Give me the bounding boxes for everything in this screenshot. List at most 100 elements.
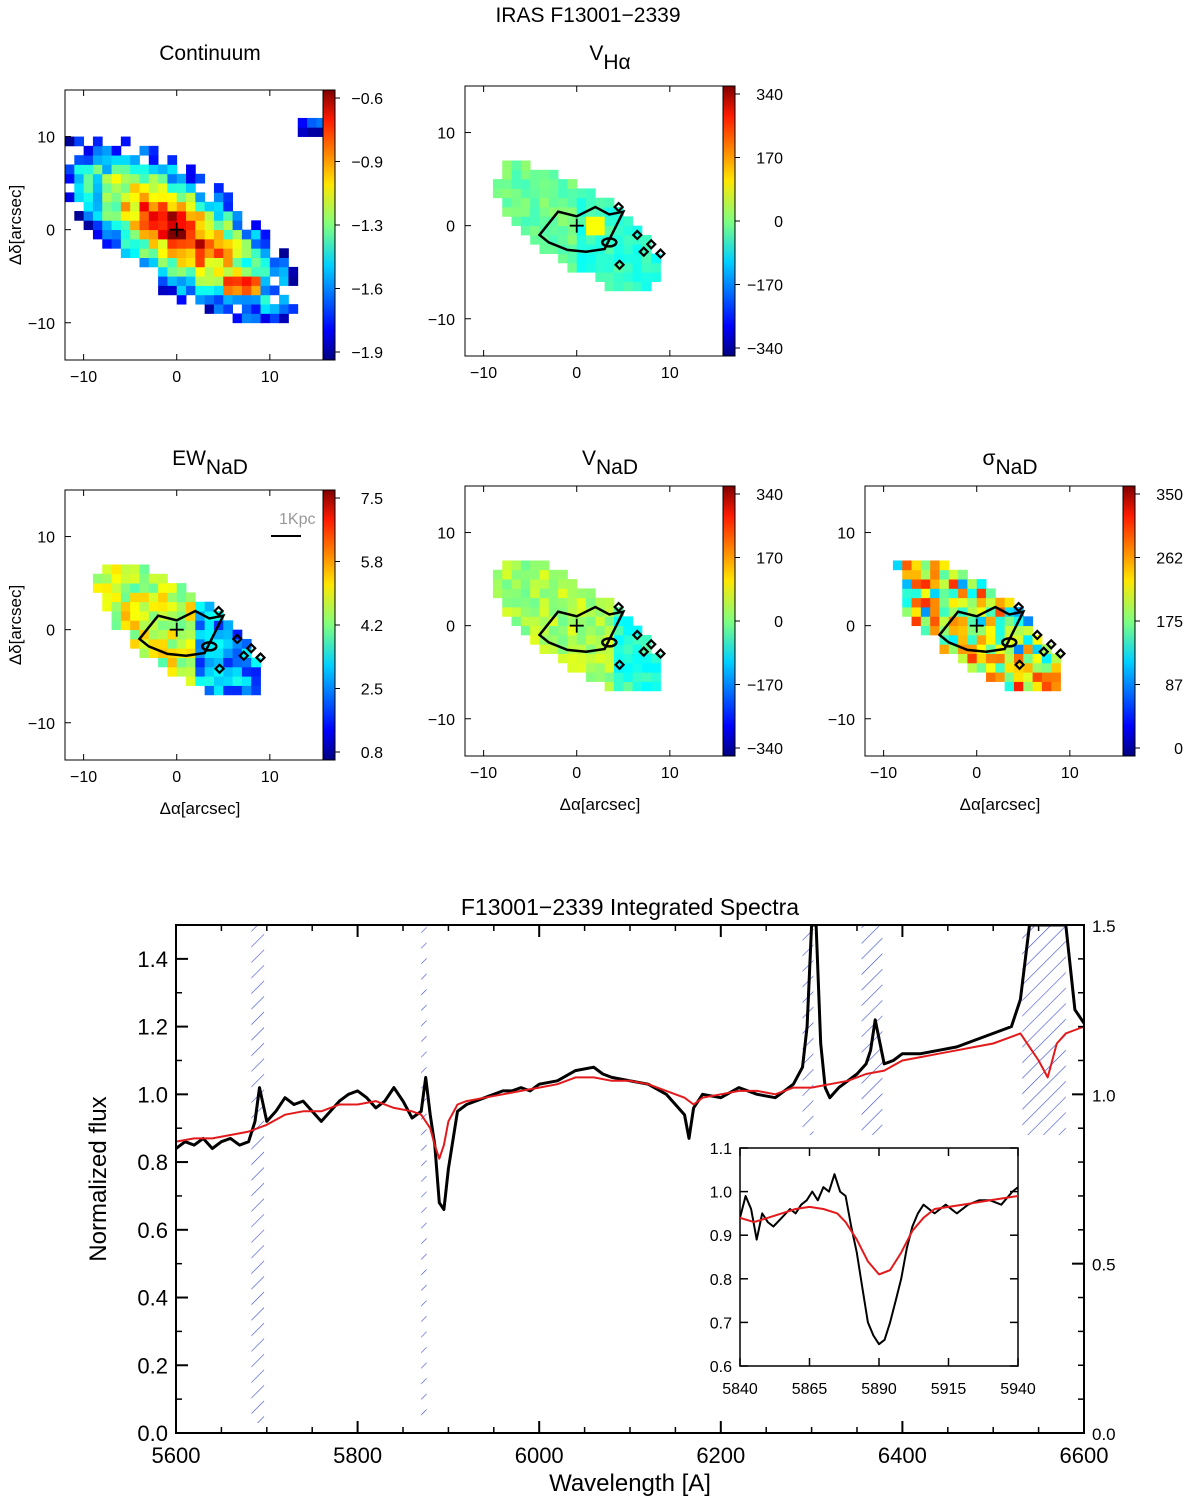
map-pixel [930, 597, 940, 608]
map-pixel [641, 281, 652, 292]
map-pixel [232, 229, 243, 240]
map-pixel [623, 262, 633, 273]
map-pixel [176, 592, 187, 603]
map-pixel [279, 294, 289, 305]
map-pixel [1051, 672, 1061, 682]
map-pixel [586, 234, 596, 245]
map-pixel [176, 657, 187, 668]
map-pixel [604, 272, 615, 282]
map-pixel [986, 644, 996, 654]
map-pixel [632, 653, 643, 664]
map-pixel [158, 173, 168, 184]
map-pixel [520, 188, 531, 199]
y-tick-label: 10 [37, 530, 55, 547]
map-pixel [1004, 662, 1015, 673]
map-pixel [232, 294, 243, 305]
map-pixel [632, 281, 643, 292]
map-pixel [176, 294, 187, 305]
map-pixel [920, 569, 931, 580]
map-pixel [279, 266, 289, 277]
map-pixel [279, 304, 289, 314]
inset-x-tick-label: 5940 [1000, 1381, 1036, 1398]
map-pixel [111, 192, 122, 203]
map-pixels-continuum [65, 117, 327, 324]
map-pixel [195, 257, 206, 268]
map-pixel [167, 620, 178, 631]
map-pixel [102, 592, 112, 603]
map-pixel [902, 569, 912, 580]
map-pixel [520, 560, 531, 571]
map-pixel [586, 597, 596, 608]
map-pixel [139, 573, 150, 584]
contour-line [613, 659, 626, 671]
map-pixel [167, 220, 178, 231]
contour-line [231, 633, 243, 645]
map-pixel [548, 216, 559, 227]
map-pixel [1041, 653, 1052, 664]
map-pixel [167, 638, 178, 649]
contour-line [613, 259, 626, 271]
map-pixel [241, 248, 252, 258]
map-pixel [204, 676, 215, 686]
map-pixel [148, 238, 159, 249]
map-pixel [604, 681, 615, 692]
map-pixel [288, 266, 299, 277]
map-pixel [986, 588, 996, 599]
map-pixel [213, 685, 224, 696]
map-pixel [520, 225, 531, 236]
map-pixel [139, 611, 150, 621]
map-pixel [186, 220, 196, 231]
map-pixel [958, 588, 968, 599]
map-pixel [511, 169, 522, 180]
map-pixel [902, 579, 912, 589]
y-tick-label: 1.0 [137, 1082, 168, 1107]
map-pixel [567, 188, 578, 199]
map-pixel [158, 276, 168, 286]
map-pixel [604, 216, 615, 227]
map-pixel [530, 634, 540, 645]
map-pixel [995, 597, 1006, 608]
map-pixel [176, 601, 187, 612]
map-pixel [967, 579, 978, 589]
map-pixel [130, 620, 140, 631]
map-pixel [623, 216, 633, 227]
map-pixel [632, 253, 643, 264]
map-pixel [586, 197, 596, 208]
inset-y-tick-label: 0.7 [710, 1315, 732, 1332]
map-pixel [186, 201, 196, 212]
x-tick-label: 10 [1061, 765, 1079, 782]
map-pixel [111, 229, 122, 240]
y-tick-label: −10 [428, 712, 455, 729]
map-pixel [83, 211, 94, 221]
map-pixel [251, 276, 261, 286]
map-pixel [130, 573, 140, 584]
x-tick-label: 10 [661, 365, 679, 382]
map-pixel [911, 607, 922, 617]
map-pixel [930, 607, 940, 617]
map-pixel [548, 179, 559, 189]
map-pixel [632, 262, 643, 273]
map-pixel [83, 183, 94, 193]
map-pixel [186, 238, 196, 249]
map-pixel [530, 607, 540, 617]
map-pixel [586, 207, 596, 217]
map-pixel [539, 244, 550, 254]
map-pixel [1032, 681, 1043, 692]
map-pixel [558, 234, 568, 245]
map-pixel [986, 672, 996, 682]
map-pixel [186, 266, 196, 277]
map-pixel [223, 220, 233, 231]
map-pixel [939, 588, 950, 599]
map-pixel [502, 197, 512, 208]
inset-x-tick-label: 5890 [861, 1381, 897, 1398]
map-pixel [539, 216, 550, 227]
x-axis-label: Wavelength [A] [549, 1470, 711, 1497]
map-pixel [576, 262, 587, 273]
contour-line [1045, 638, 1057, 650]
map-pixel [74, 155, 85, 165]
map-pixel [576, 653, 587, 664]
figure-title: IRAS F13001−2339 [495, 4, 680, 27]
map-pixel [223, 201, 233, 212]
y-tick-label: −10 [428, 312, 455, 329]
map-pixel [195, 620, 206, 631]
